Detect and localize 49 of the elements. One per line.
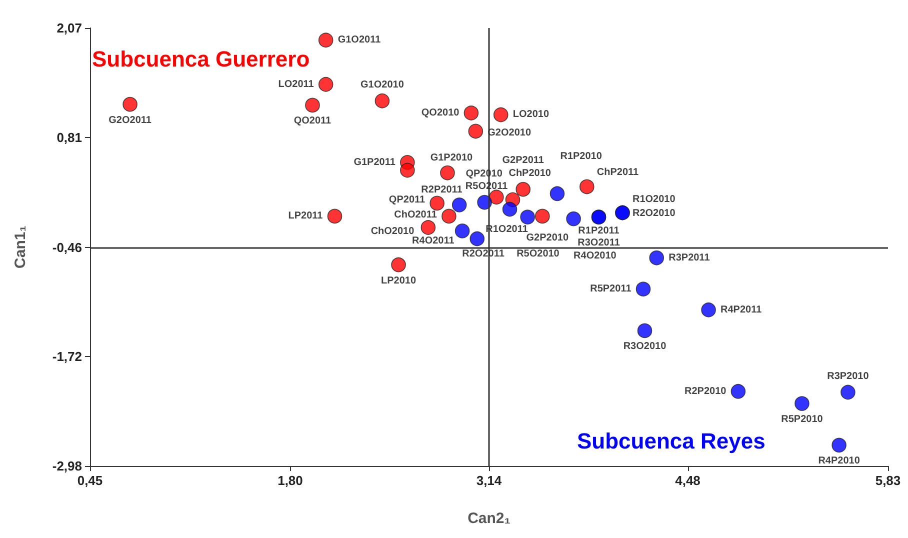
y-tick-label: -2,98 [52, 458, 82, 474]
data-label: R2P2011 [421, 184, 463, 196]
data-label: LO2011 [278, 78, 314, 90]
data-label: R5O2010 [516, 248, 560, 260]
data-label: R2P2010 [684, 386, 727, 397]
y-tick-label: 2,07 [56, 20, 82, 36]
data-label: G1O2010 [360, 79, 404, 90]
data-label: G1P2010 [430, 152, 474, 164]
y-tick-label: -1,72 [52, 349, 82, 364]
data-label: LP2011 [288, 210, 324, 222]
x-tick-label: 0,45 [77, 473, 103, 488]
data-label: R3P2011 [668, 252, 710, 264]
data-label: R1O2010 [632, 194, 676, 206]
data-label: LO2010 [512, 109, 550, 120]
x-tick-label: 4,48 [675, 473, 700, 488]
data-label: R5P2010 [781, 414, 824, 426]
data-label: G2O2011 [108, 114, 152, 126]
data-label: R3O2011 [578, 238, 620, 249]
data-label: G2P2010 [526, 232, 569, 244]
data-label: QO2011 [294, 116, 332, 127]
data-label: G2P2011 [502, 154, 544, 166]
y-tick-label: -0,46 [52, 240, 82, 255]
data-label: QO2010 [421, 108, 460, 118]
x-axis-title: Can2₁ [468, 510, 510, 527]
data-label: ChP2010 [508, 168, 552, 180]
data-label: R1P2011 [578, 226, 620, 237]
x-tick-label: 5,83 [875, 473, 901, 488]
data-label: G1P2011 [354, 156, 396, 168]
data-label: R4O2011 [412, 235, 455, 246]
series-label: Subcuenca Guerrero [92, 46, 310, 72]
data-label: G1O2011 [338, 34, 382, 46]
series-label: Subcuenca Reyes [577, 428, 766, 454]
data-label: R1P2010 [560, 151, 602, 162]
x-tick-label: 3,14 [476, 473, 502, 488]
data-label: ChO2010 [370, 226, 415, 237]
data-label: R4P2010 [818, 456, 860, 467]
data-label: LP2010 [381, 275, 416, 286]
x-tick-label: 1,80 [278, 473, 303, 488]
data-label: R4P2011 [720, 304, 762, 316]
data-label: ChP2011 [596, 167, 640, 178]
data-label: R3P2010 [827, 370, 870, 382]
data-label: ChO2011 [394, 210, 438, 221]
y-tick-label: 0,81 [56, 130, 82, 145]
y-axis-title: Can1₁ [12, 226, 29, 268]
data-label: R5P2011 [590, 284, 632, 295]
data-label: R4O2010 [574, 250, 617, 262]
data-label: R2O2010 [632, 208, 676, 220]
data-label: R3O2010 [623, 341, 667, 352]
data-label: QP2011 [388, 194, 426, 206]
